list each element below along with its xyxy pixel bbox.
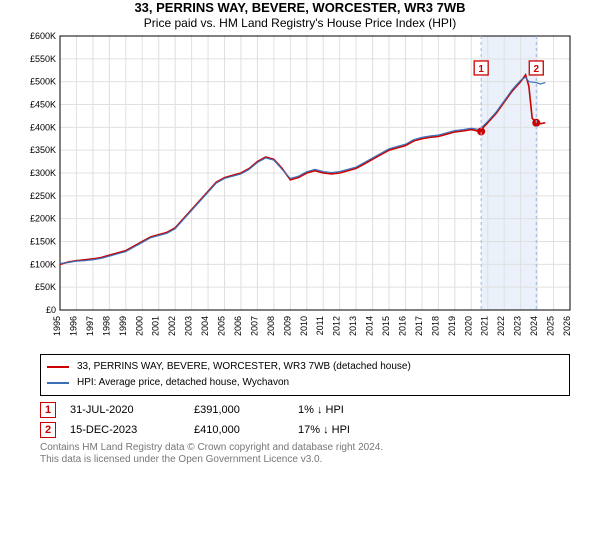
- footer-line-2: This data is licensed under the Open Gov…: [40, 454, 570, 466]
- svg-text:2015: 2015: [381, 316, 391, 336]
- svg-text:£400K: £400K: [30, 122, 56, 132]
- svg-text:£450K: £450K: [30, 99, 56, 109]
- svg-text:2024: 2024: [529, 316, 539, 336]
- svg-text:2019: 2019: [447, 316, 457, 336]
- svg-text:2011: 2011: [315, 316, 325, 335]
- sale-price: £391,000: [194, 404, 284, 416]
- svg-text:2012: 2012: [332, 316, 342, 336]
- price-chart: £0 £50K £100K £150K £200K £250K £300K £350K £400…: [20, 30, 580, 350]
- svg-text:2016: 2016: [397, 316, 407, 336]
- legend-swatch: [47, 366, 69, 368]
- footer-line-1: Contains HM Land Registry data © Crown c…: [40, 442, 570, 454]
- svg-text:2017: 2017: [414, 316, 424, 336]
- svg-text:2025: 2025: [546, 316, 556, 336]
- svg-text:2020: 2020: [463, 316, 473, 336]
- svg-text:2003: 2003: [184, 316, 194, 336]
- svg-text:2004: 2004: [200, 316, 210, 336]
- svg-text:£250K: £250K: [30, 191, 56, 201]
- page-subtitle: Price paid vs. HM Land Registry's House …: [0, 16, 600, 30]
- svg-text:2013: 2013: [348, 316, 358, 336]
- svg-text:1996: 1996: [68, 316, 78, 336]
- sale-row: 1 31-JUL-2020 £391,000 1% ↓ HPI: [40, 400, 570, 420]
- svg-text:2006: 2006: [233, 316, 243, 336]
- svg-text:£200K: £200K: [30, 214, 56, 224]
- footer-attribution: Contains HM Land Registry data © Crown c…: [40, 442, 570, 466]
- svg-text:2023: 2023: [513, 316, 523, 336]
- svg-text:2009: 2009: [282, 316, 292, 336]
- sale-marker-icon: 1: [40, 402, 56, 418]
- svg-text:2005: 2005: [217, 316, 227, 336]
- svg-text:1997: 1997: [85, 316, 95, 336]
- svg-text:1998: 1998: [101, 316, 111, 336]
- legend-item: HPI: Average price, detached house, Wych…: [47, 375, 563, 391]
- sale-date: 15-DEC-2023: [70, 424, 180, 436]
- legend-swatch: [47, 382, 69, 384]
- sale-date: 31-JUL-2020: [70, 404, 180, 416]
- legend-label: HPI: Average price, detached house, Wych…: [77, 377, 289, 388]
- sale-row: 2 15-DEC-2023 £410,000 17% ↓ HPI: [40, 420, 570, 440]
- legend-label: 33, PERRINS WAY, BEVERE, WORCESTER, WR3 …: [77, 361, 411, 372]
- svg-text:2021: 2021: [480, 316, 490, 336]
- svg-text:1995: 1995: [52, 316, 62, 336]
- sale-pct: 1% ↓ HPI: [298, 404, 418, 416]
- svg-text:2: 2: [533, 64, 539, 75]
- svg-text:2007: 2007: [249, 316, 259, 336]
- svg-text:£300K: £300K: [30, 168, 56, 178]
- svg-text:£600K: £600K: [30, 31, 56, 41]
- svg-text:2022: 2022: [496, 316, 506, 336]
- svg-text:1999: 1999: [118, 316, 128, 336]
- legend: 33, PERRINS WAY, BEVERE, WORCESTER, WR3 …: [40, 354, 570, 396]
- svg-text:£50K: £50K: [35, 282, 56, 292]
- svg-text:2010: 2010: [299, 316, 309, 336]
- svg-text:2014: 2014: [365, 316, 375, 336]
- svg-text:£550K: £550K: [30, 54, 56, 64]
- svg-text:2002: 2002: [167, 316, 177, 336]
- svg-text:1: 1: [478, 64, 484, 75]
- sale-pct: 17% ↓ HPI: [298, 424, 418, 436]
- svg-text:2000: 2000: [134, 316, 144, 336]
- svg-text:2018: 2018: [430, 316, 440, 336]
- svg-text:£350K: £350K: [30, 145, 56, 155]
- svg-text:2026: 2026: [562, 316, 572, 336]
- svg-text:£500K: £500K: [30, 77, 56, 87]
- sale-price: £410,000: [194, 424, 284, 436]
- svg-text:2008: 2008: [266, 316, 276, 336]
- svg-text:2001: 2001: [151, 316, 161, 336]
- sale-marker-icon: 2: [40, 422, 56, 438]
- svg-text:£0: £0: [46, 305, 56, 315]
- page-title: 33, PERRINS WAY, BEVERE, WORCESTER, WR3 …: [0, 0, 600, 16]
- sales-table: 1 31-JUL-2020 £391,000 1% ↓ HPI 2 15-DEC-2023…: [40, 400, 570, 440]
- legend-item: 33, PERRINS WAY, BEVERE, WORCESTER, WR3 …: [47, 359, 563, 375]
- svg-text:£150K: £150K: [30, 236, 56, 246]
- svg-text:£100K: £100K: [30, 259, 56, 269]
